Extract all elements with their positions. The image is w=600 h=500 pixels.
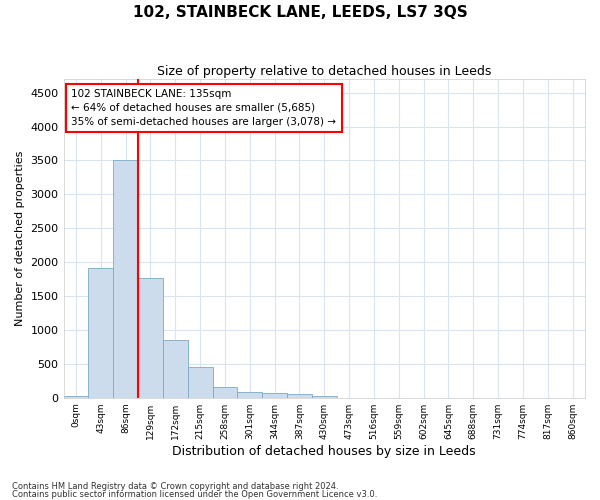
- Bar: [113, 160, 138, 398]
- Bar: [262, 392, 287, 398]
- Text: Contains public sector information licensed under the Open Government Licence v3: Contains public sector information licen…: [12, 490, 377, 499]
- X-axis label: Distribution of detached houses by size in Leeds: Distribution of detached houses by size …: [172, 444, 476, 458]
- Text: Contains HM Land Registry data © Crown copyright and database right 2024.: Contains HM Land Registry data © Crown c…: [12, 482, 338, 491]
- Bar: [138, 278, 163, 398]
- Bar: [64, 396, 88, 398]
- Bar: [212, 387, 238, 398]
- Text: 102, STAINBECK LANE, LEEDS, LS7 3QS: 102, STAINBECK LANE, LEEDS, LS7 3QS: [133, 5, 467, 20]
- Bar: [188, 366, 212, 398]
- Y-axis label: Number of detached properties: Number of detached properties: [15, 151, 25, 326]
- Bar: [287, 394, 312, 398]
- Bar: [163, 340, 188, 398]
- Text: 102 STAINBECK LANE: 135sqm
← 64% of detached houses are smaller (5,685)
35% of s: 102 STAINBECK LANE: 135sqm ← 64% of deta…: [71, 88, 337, 126]
- Bar: [312, 396, 337, 398]
- Bar: [88, 268, 113, 398]
- Bar: [238, 392, 262, 398]
- Title: Size of property relative to detached houses in Leeds: Size of property relative to detached ho…: [157, 65, 491, 78]
